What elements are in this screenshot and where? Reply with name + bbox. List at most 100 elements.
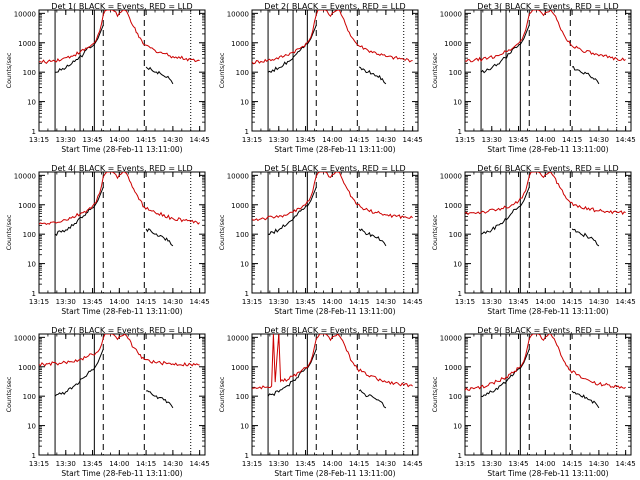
- y-tick-label: 100: [23, 231, 36, 239]
- x-tick-label: 14:15: [349, 298, 369, 306]
- panel-title: Det 3( BLACK = Events, RED = LLD: [477, 2, 618, 11]
- panel-det-2: Det 2( BLACK = Events, RED = LLD Counts/s…: [218, 2, 423, 154]
- y-tick-label: 1: [32, 452, 36, 460]
- x-tick-label: 14:00: [535, 298, 555, 306]
- y-tick-label: 100: [23, 69, 36, 77]
- panel-det-7: Det 7( BLACK = Events, RED = LLD Counts/s…: [5, 326, 210, 478]
- panel-title: Det 1( BLACK = Events, RED = LLD: [51, 2, 192, 11]
- x-tick-label: 14:45: [190, 136, 210, 144]
- x-tick-label: 14:15: [349, 136, 369, 144]
- plot-frame: [38, 9, 206, 132]
- series-events: [480, 186, 530, 235]
- plot-frame: [251, 171, 419, 294]
- x-tick-label: 13:15: [242, 460, 262, 468]
- x-tick-label: 14:15: [136, 298, 156, 306]
- y-tick-label: 10: [240, 261, 249, 269]
- x-axis-label: Start Time (28-Feb-11 13:11:00): [274, 469, 395, 478]
- y-tick-label: 1000: [18, 202, 36, 210]
- x-tick-label: 14:30: [163, 460, 183, 468]
- y-tick-label: 1: [245, 290, 249, 298]
- y-tick-label: 1: [458, 452, 462, 460]
- y-tick-label: 10000: [227, 10, 249, 18]
- x-tick-label: 14:15: [136, 136, 156, 144]
- series-events-segment: [358, 228, 387, 247]
- y-tick-label: 10: [27, 423, 36, 431]
- y-tick-label: 100: [236, 231, 249, 239]
- y-tick-label: 1: [245, 128, 249, 136]
- series-events-segment: [145, 66, 174, 85]
- panel-det-4: Det 4( BLACK = Events, RED = LLD Counts/s…: [5, 164, 210, 316]
- y-tick-label: 10000: [440, 172, 462, 180]
- y-tick-label: 10: [453, 261, 462, 269]
- x-tick-label: 14:00: [109, 298, 129, 306]
- panel-det-1: Det 1( BLACK = Events, RED = LLD Counts/s…: [5, 2, 210, 154]
- x-tick-label: 14:00: [322, 298, 342, 306]
- plot-area: [39, 334, 200, 455]
- x-tick-label: 14:30: [376, 460, 396, 468]
- x-axis-label: Start Time (28-Feb-11 13:11:00): [487, 307, 608, 316]
- y-tick-label: 10: [453, 99, 462, 107]
- x-tick-label: 14:00: [535, 136, 555, 144]
- x-tick-label: 13:45: [82, 460, 102, 468]
- plot-area: [465, 172, 626, 293]
- panel-title: Det 7( BLACK = Events, RED = LLD: [51, 326, 192, 335]
- panel-title: Det 6( BLACK = Events, RED = LLD: [477, 164, 618, 173]
- y-tick-label: 10000: [440, 334, 462, 342]
- x-axis-label: Start Time (28-Feb-11 13:11:00): [61, 307, 182, 316]
- x-axis-label: Start Time (28-Feb-11 13:11:00): [274, 307, 395, 316]
- x-tick-label: 13:15: [29, 136, 49, 144]
- x-tick-label: 14:00: [535, 460, 555, 468]
- y-tick-label: 1000: [231, 364, 249, 372]
- y-tick-label: 1000: [18, 364, 36, 372]
- plot-area: [252, 172, 413, 293]
- x-tick-label: 13:45: [295, 460, 315, 468]
- x-tick-label: 13:15: [29, 460, 49, 468]
- x-axis-label: Start Time (28-Feb-11 13:11:00): [487, 145, 608, 154]
- x-tick-label: 13:45: [295, 136, 315, 144]
- y-axis-label: Counts/sec: [218, 52, 226, 88]
- panel-title: Det 9( BLACK = Events, RED = LLD: [477, 326, 618, 335]
- x-tick-label: 14:00: [109, 136, 129, 144]
- panel-det-5: Det 5( BLACK = Events, RED = LLD Counts/s…: [218, 164, 423, 316]
- x-tick-label: 13:30: [482, 136, 502, 144]
- x-tick-label: 14:00: [109, 460, 129, 468]
- series-events-segment: [571, 228, 600, 247]
- plot-area: [465, 334, 626, 455]
- panel-title: Det 8( BLACK = Events, RED = LLD: [264, 326, 405, 335]
- series-lld: [465, 10, 626, 63]
- y-tick-label: 1000: [18, 40, 36, 48]
- x-axis-label: Start Time (28-Feb-11 13:11:00): [61, 145, 182, 154]
- series-lld: [39, 334, 200, 367]
- series-lld: [252, 334, 413, 390]
- y-tick-label: 100: [449, 393, 462, 401]
- x-tick-label: 13:30: [269, 136, 289, 144]
- panel-det-9: Det 9( BLACK = Events, RED = LLD Counts/s…: [431, 326, 636, 478]
- x-tick-label: 13:30: [269, 460, 289, 468]
- panel-det-8: Det 8( BLACK = Events, RED = LLD Counts/s…: [218, 326, 423, 478]
- y-tick-label: 10: [27, 261, 36, 269]
- series-events-segment: [571, 65, 600, 85]
- x-tick-label: 13:15: [455, 136, 475, 144]
- panel-det-6: Det 6( BLACK = Events, RED = LLD Counts/s…: [431, 164, 636, 316]
- series-events: [54, 348, 104, 397]
- series-lld: [252, 172, 413, 222]
- plot-frame: [251, 333, 419, 456]
- x-tick-label: 14:30: [376, 298, 396, 306]
- x-tick-label: 14:45: [190, 298, 210, 306]
- panel-title: Det 5( BLACK = Events, RED = LLD: [264, 164, 405, 173]
- x-axis-label: Start Time (28-Feb-11 13:11:00): [61, 469, 182, 478]
- y-tick-label: 100: [236, 69, 249, 77]
- y-axis-label: Counts/sec: [431, 214, 439, 250]
- series-lld: [465, 172, 626, 216]
- x-tick-label: 13:45: [508, 136, 528, 144]
- x-tick-label: 14:45: [403, 136, 423, 144]
- x-tick-label: 14:15: [562, 298, 582, 306]
- series-events: [54, 186, 104, 236]
- x-tick-label: 13:30: [56, 136, 76, 144]
- y-tick-label: 100: [449, 69, 462, 77]
- plot-frame: [464, 171, 632, 294]
- plot-area: [252, 10, 413, 131]
- series-lld: [39, 172, 200, 226]
- y-tick-label: 10000: [14, 172, 36, 180]
- plot-frame: [464, 9, 632, 132]
